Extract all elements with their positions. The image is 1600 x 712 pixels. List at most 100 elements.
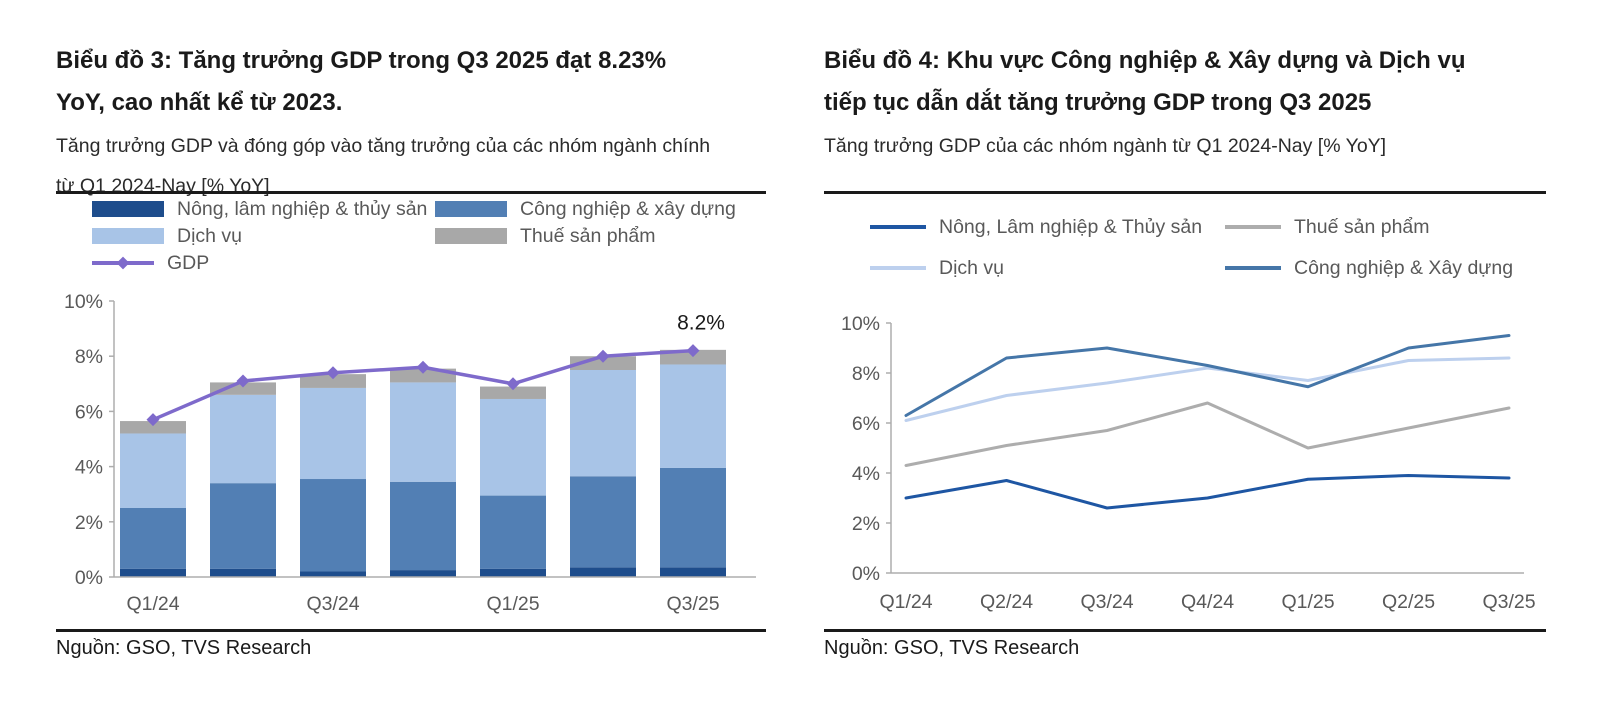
legend-label: Nông, lâm nghiệp & thủy sản bbox=[177, 197, 428, 220]
chart3-legend: Nông, lâm nghiệp & thủy sản Công nghiệp &… bbox=[56, 196, 766, 276]
bar-segment bbox=[210, 483, 276, 569]
bar-segment bbox=[390, 481, 456, 571]
gdp-diamond-marker bbox=[596, 349, 610, 363]
chart4-bottom-rule bbox=[824, 629, 1546, 632]
y-tick-label: 8% bbox=[75, 346, 103, 368]
legend-line-marker bbox=[1225, 266, 1281, 270]
chart4-source: Nguồn: GSO, TVS Research bbox=[824, 637, 1080, 659]
legend-swatch bbox=[435, 228, 507, 244]
bar-segment bbox=[210, 382, 276, 395]
x-tick-label: Q3/24 bbox=[306, 593, 359, 615]
bar-segment bbox=[660, 364, 726, 468]
legend-item: Dịch vụ bbox=[870, 257, 1225, 279]
x-tick-label: Q3/24 bbox=[1080, 591, 1133, 613]
gdp-annotation: 8.2% bbox=[677, 312, 725, 335]
legend-diamond-marker bbox=[116, 256, 130, 270]
line-series bbox=[904, 474, 1511, 510]
bar-segment bbox=[210, 568, 276, 577]
chart3-title-line1: Biểu đồ 3: Tăng trưởng GDP trong Q3 2025… bbox=[56, 47, 667, 74]
x-tick-labels: Q1/24 Q2/24 Q3/24 Q4/24 Q1/25 Q2/25 Q3/25 bbox=[879, 591, 1535, 613]
bar-segment bbox=[300, 387, 366, 480]
bar-segment bbox=[660, 567, 726, 577]
legend-line-marker bbox=[92, 256, 154, 270]
axes: 0% 2% 4% 6% 8% 10% bbox=[64, 291, 756, 589]
chart4-subtitle-line1: Tăng trưởng GDP của các nhóm ngành từ Q1… bbox=[824, 135, 1387, 157]
axes: 0% 2% 4% 6% 8% 10% bbox=[841, 313, 1524, 585]
line-series bbox=[904, 356, 1511, 422]
line-series bbox=[904, 401, 1511, 467]
gdp-diamond-marker bbox=[686, 344, 700, 358]
y-tick-label: 8% bbox=[852, 363, 880, 385]
x-tick-label: Q1/24 bbox=[126, 593, 179, 615]
legend-item: Dịch vụ bbox=[92, 223, 435, 249]
chart3-title: Biểu đồ 3: Tăng trưởng GDP trong Q3 2025… bbox=[56, 40, 766, 124]
legend-label: Công nghiệp & xây dựng bbox=[520, 197, 736, 220]
legend-item: Thuế sản phẩm bbox=[435, 223, 766, 249]
bar-segment bbox=[300, 571, 366, 577]
legend-item: GDP bbox=[92, 250, 435, 276]
chart3-title-line2: YoY, cao nhất kể từ 2023. bbox=[56, 89, 343, 116]
chart3-top-rule bbox=[56, 191, 766, 194]
bar-segment bbox=[120, 508, 186, 569]
y-tick-label: 0% bbox=[75, 567, 103, 589]
gdp-diamond-marker bbox=[146, 413, 160, 427]
chart4-panel: Biểu đồ 4: Khu vực Công nghiệp & Xây dựn… bbox=[824, 40, 1546, 675]
bar-segment bbox=[660, 467, 726, 568]
y-tick-label: 4% bbox=[852, 463, 880, 485]
legend-swatch bbox=[435, 201, 507, 217]
chart3-subtitle-line1: Tăng trưởng GDP và đóng góp vào tăng trư… bbox=[56, 135, 711, 157]
legend-swatch bbox=[92, 201, 164, 217]
x-tick-label: Q2/25 bbox=[1382, 591, 1435, 613]
chart3-source: Nguồn: GSO, TVS Research bbox=[56, 637, 312, 659]
bar-segment bbox=[480, 386, 546, 399]
legend-line-marker bbox=[870, 266, 926, 270]
chart4-top-rule bbox=[824, 191, 1546, 194]
x-tick-label: Q3/25 bbox=[666, 593, 719, 615]
y-tick-label: 2% bbox=[852, 513, 880, 535]
legend-swatch bbox=[92, 228, 164, 244]
x-tick-label: Q1/25 bbox=[486, 593, 539, 615]
bar-segment bbox=[300, 479, 366, 572]
chart3-bottom-rule bbox=[56, 629, 766, 632]
x-tick-label: Q4/24 bbox=[1181, 591, 1234, 613]
legend-label: Dịch vụ bbox=[939, 256, 1005, 279]
bar-segment bbox=[300, 374, 366, 388]
bar-segment bbox=[480, 568, 546, 577]
x-tick-label: Q1/24 bbox=[879, 591, 932, 613]
y-tick-label: 6% bbox=[852, 413, 880, 435]
legend-item: Nông, Lâm nghiệp & Thủy sản bbox=[870, 216, 1225, 238]
line-series bbox=[904, 334, 1511, 417]
y-tick-label: 4% bbox=[75, 457, 103, 479]
x-tick-label: Q2/24 bbox=[980, 591, 1033, 613]
chart4-title-line1: Biểu đồ 4: Khu vực Công nghiệp & Xây dựn… bbox=[824, 47, 1466, 74]
bar-segment bbox=[120, 433, 186, 508]
bar-segment bbox=[390, 570, 456, 577]
gdp-diamond-marker bbox=[506, 377, 520, 391]
stacked-bars bbox=[120, 349, 726, 577]
chart4-subtitle: Tăng trưởng GDP của các nhóm ngành từ Q1… bbox=[824, 126, 1546, 166]
gdp-diamond-marker bbox=[416, 360, 430, 374]
chart4-canvas: 0% 2% 4% 6% 8% 10% Q1/24 Q2/24 Q3/24 Q4/24 Q1/25 Q2… bbox=[841, 313, 1536, 613]
y-tick-label: 0% bbox=[852, 563, 880, 585]
legend-label: Thuế sản phẩm bbox=[520, 224, 656, 247]
chart4-title-line2: tiếp tục dẫn dắt tăng trưởng GDP trong Q… bbox=[824, 89, 1372, 116]
chart3-panel: Biểu đồ 3: Tăng trưởng GDP trong Q3 2025… bbox=[56, 40, 766, 675]
bar-segment bbox=[120, 568, 186, 577]
legend-label: Dịch vụ bbox=[177, 224, 243, 247]
legend-line-marker bbox=[1225, 225, 1281, 229]
bar-segment bbox=[210, 394, 276, 484]
legend-item: Công nghiệp & Xây dựng bbox=[1225, 257, 1546, 279]
x-tick-labels: Q1/24 Q3/24 Q1/25 Q3/25 bbox=[126, 593, 719, 615]
y-tick-label: 6% bbox=[75, 401, 103, 423]
legend-item: Thuế sản phẩm bbox=[1225, 216, 1546, 238]
bar-segment bbox=[570, 370, 636, 477]
chart3-canvas: 8.2% 0% 2% 4% 6% 8% 10% Q1/24 Q3/24 Q1/25 Q3/25 bbox=[64, 291, 756, 615]
bar-segment bbox=[390, 382, 456, 482]
legend-label: Nông, Lâm nghiệp & Thủy sản bbox=[939, 215, 1203, 238]
legend-label: Công nghiệp & Xây dựng bbox=[1294, 256, 1514, 279]
y-tick-label: 10% bbox=[841, 313, 880, 335]
x-tick-label: Q1/25 bbox=[1281, 591, 1334, 613]
chart3-subtitle: Tăng trưởng GDP và đóng góp vào tăng trư… bbox=[56, 126, 766, 206]
legend-label: GDP bbox=[167, 251, 210, 274]
